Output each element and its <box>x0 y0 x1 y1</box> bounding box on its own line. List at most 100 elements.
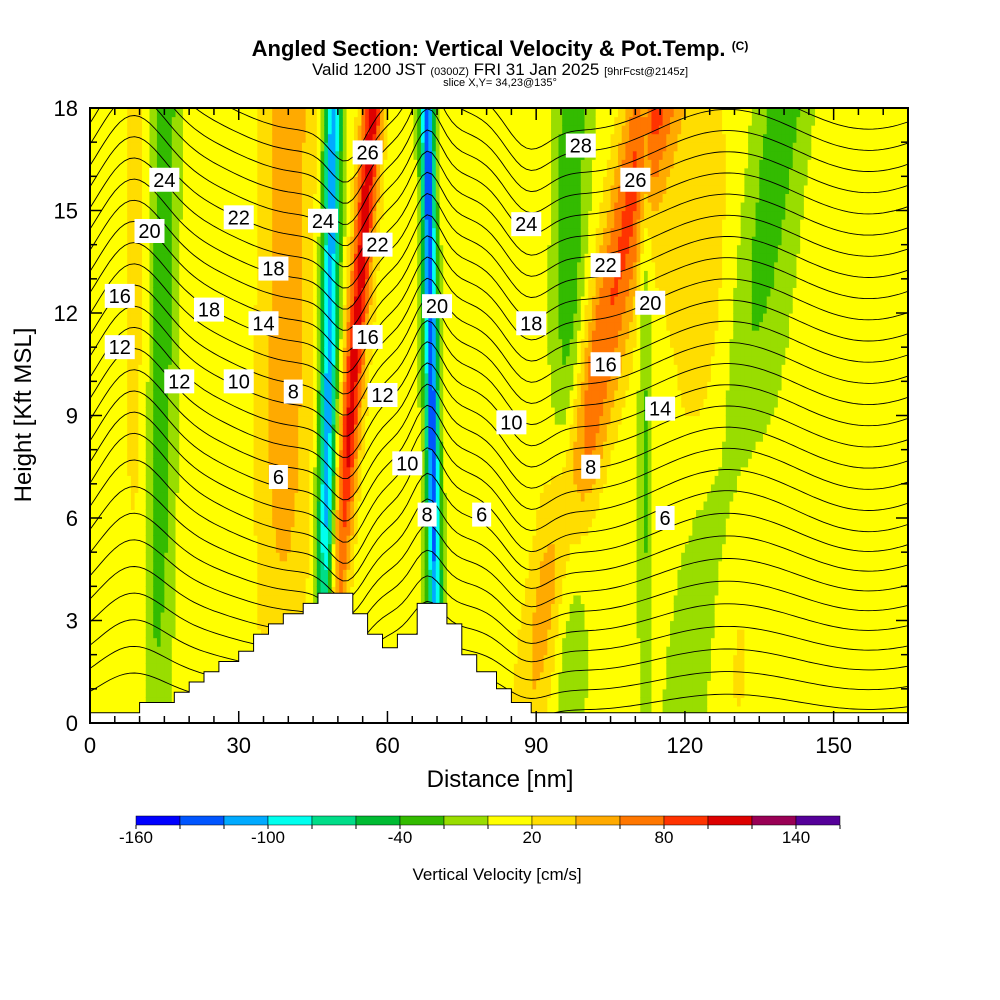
field-cell <box>227 424 232 434</box>
field-cell <box>342 688 348 698</box>
field-cell <box>339 432 344 442</box>
field-cell <box>257 518 262 528</box>
field-cell <box>205 663 210 673</box>
field-cell <box>153 278 158 288</box>
field-cell <box>339 193 344 203</box>
field-cell <box>190 526 195 536</box>
field-cell <box>316 150 322 160</box>
field-cell <box>205 500 210 511</box>
field-cell <box>298 543 303 553</box>
field-cell <box>134 569 139 579</box>
field-cell <box>186 671 191 681</box>
field-cell <box>90 535 95 545</box>
field-cell <box>331 125 336 135</box>
field-cell <box>309 603 314 613</box>
field-cell <box>309 278 314 288</box>
field-cell <box>227 125 232 135</box>
field-cell <box>316 458 322 468</box>
field-cell <box>335 372 340 382</box>
field-cell <box>156 654 162 664</box>
field-cell <box>279 424 284 434</box>
field-cell <box>339 697 344 707</box>
field-cell <box>168 449 173 459</box>
field-cell <box>313 364 318 374</box>
field-cell <box>279 270 284 280</box>
field-cell <box>90 278 95 288</box>
field-cell <box>97 389 102 400</box>
field-cell <box>156 364 162 374</box>
field-cell <box>268 466 273 476</box>
field-cell <box>168 543 173 553</box>
field-cell <box>275 270 281 280</box>
field-cell <box>264 458 270 468</box>
field-cell <box>275 261 281 271</box>
field-cell <box>160 569 165 579</box>
field-cell <box>90 697 95 707</box>
field-cell <box>327 654 333 664</box>
field-cell <box>97 646 102 656</box>
field-cell <box>116 201 121 212</box>
field-cell <box>264 210 270 220</box>
field-cell <box>313 227 318 237</box>
field-cell <box>342 432 348 442</box>
field-cell <box>93 466 99 476</box>
field-cell <box>331 560 336 570</box>
field-cell <box>130 663 136 673</box>
field-cell <box>216 458 221 468</box>
field-cell <box>339 586 344 596</box>
field-cell <box>335 509 340 519</box>
field-cell <box>268 236 273 246</box>
field-cell <box>249 654 255 664</box>
field-cell <box>231 244 236 254</box>
field-cell <box>104 347 110 357</box>
field-cell <box>223 210 229 220</box>
field-cell <box>194 611 199 622</box>
field-cell <box>257 253 262 263</box>
field-cell <box>305 458 310 468</box>
field-cell <box>309 244 314 254</box>
field-cell <box>179 278 184 288</box>
field-cell <box>182 167 188 177</box>
field-cell <box>339 714 344 723</box>
field-cell <box>238 142 244 152</box>
field-cell <box>197 270 203 280</box>
field-cell <box>201 253 206 263</box>
field-cell <box>316 560 322 570</box>
field-cell <box>275 398 281 408</box>
field-cell <box>283 654 288 664</box>
field-cell <box>190 381 195 391</box>
field-cell <box>272 159 277 169</box>
field-cell <box>194 509 199 519</box>
field-cell <box>216 518 221 528</box>
field-cell <box>171 321 177 331</box>
field-cell <box>160 611 165 622</box>
field-cell <box>134 646 139 656</box>
field-cell <box>197 466 203 476</box>
field-cell <box>164 184 169 195</box>
field-cell <box>197 552 203 562</box>
field-cell <box>116 150 121 160</box>
field-cell <box>190 620 195 630</box>
field-cell <box>90 330 95 340</box>
field-cell <box>268 500 273 511</box>
field-cell <box>227 313 232 323</box>
field-cell <box>261 705 266 716</box>
field-cell <box>242 594 247 605</box>
field-cell <box>275 406 281 417</box>
field-cell <box>123 313 128 323</box>
field-cell <box>223 150 229 160</box>
field-cell <box>279 680 284 690</box>
field-cell <box>235 313 240 323</box>
field-cell <box>142 663 147 673</box>
field-cell <box>101 680 106 690</box>
field-cell <box>156 415 162 425</box>
field-cell <box>116 381 121 391</box>
field-cell <box>313 381 318 391</box>
field-cell <box>108 458 113 468</box>
field-cell <box>127 415 132 425</box>
field-cell <box>142 304 147 314</box>
field-cell <box>327 184 333 195</box>
field-cell <box>179 611 184 622</box>
field-cell <box>342 125 348 135</box>
field-cell <box>216 560 221 570</box>
